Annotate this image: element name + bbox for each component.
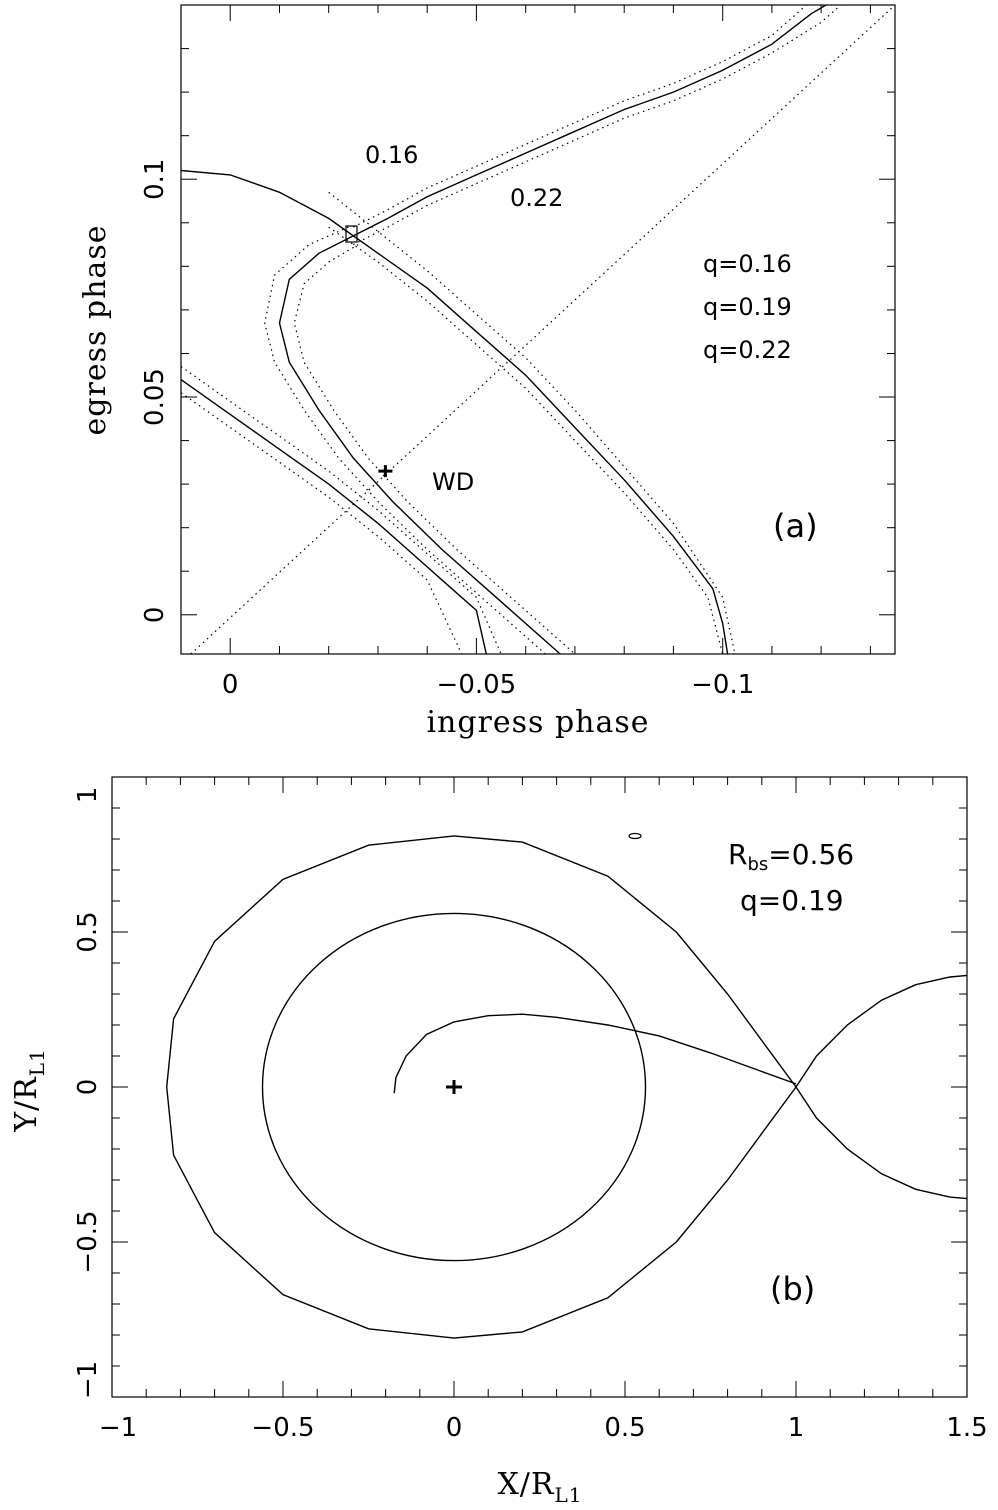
panel-b-x-tick-label: −1 <box>99 1413 137 1443</box>
q-legend-2: q=0.19 <box>703 293 792 321</box>
panel-a: 0.16 0.22 q=0.16 q=0.19 q=0.22 WD (a) 0 −… <box>78 4 896 740</box>
panel-a-x-tick-label: 0 <box>222 670 239 700</box>
intersection-box-marker <box>345 225 358 243</box>
wd-label: WD <box>432 468 474 496</box>
accretion-disc-circle <box>261 912 647 1262</box>
panel-b-primary-roche-lobe <box>165 835 797 1339</box>
panel-a-series-6 <box>293 244 576 655</box>
wd-marker <box>378 465 393 478</box>
panel-a-curves <box>180 4 896 655</box>
panel-a-y-tick-label: 0.1 <box>140 159 170 200</box>
panel-b-curves <box>165 835 968 1339</box>
q-label: q=0.19 <box>740 884 844 917</box>
panel-b-x-tick-labels: −1 −0.5 0 0.5 1 1.5 <box>99 1413 988 1443</box>
panel-a-series-12 <box>190 4 896 655</box>
q-legend-1: q=0.16 <box>703 250 792 278</box>
curve-label-016: 0.16 <box>365 141 418 169</box>
panel-b-y-tick-label: 0.5 <box>73 911 103 952</box>
panel-a-series-2 <box>328 226 724 655</box>
panel-a-x-tick-label: −0.1 <box>691 670 754 700</box>
panel-a-series-11 <box>180 392 463 655</box>
white-dwarf-marker <box>446 1080 462 1094</box>
panel-b-x-tick-label: 1.5 <box>946 1413 987 1443</box>
bright-spot-marker <box>628 832 642 840</box>
panel-a-series-10 <box>180 366 502 655</box>
panel-a-series-7 <box>353 4 807 228</box>
panel-a-series-9 <box>180 379 487 655</box>
panel-b-secondary-roche-lobe <box>795 974 968 1088</box>
panel-b-ticks <box>111 776 968 1398</box>
panel-b: Rbs=0.56 q=0.19 (b) −1 −0.5 0 0.5 1 1.5 −1 −0.… <box>9 776 988 1507</box>
curve-label-022: 0.22 <box>510 184 563 212</box>
q-legend-3: q=0.22 <box>703 336 792 364</box>
panel-a-frame <box>180 4 896 655</box>
panel-label-a: (a) <box>773 507 818 545</box>
panel-label-b: (b) <box>770 1270 815 1308</box>
panel-b-x-tick-label: −0.5 <box>251 1413 314 1443</box>
panel-a-series-1 <box>328 191 736 655</box>
panel-a-x-tick-label: −0.05 <box>437 670 517 700</box>
panel-b-x-tick-label: 1 <box>788 1413 805 1443</box>
panel-b-y-tick-label: −1 <box>73 1361 103 1399</box>
panel-b-x-tick-label: 0 <box>446 1413 463 1443</box>
panel-a-y-tick-label: 0.05 <box>140 368 170 426</box>
panel-b-x-axis-label: X/RL1 <box>497 1467 582 1507</box>
panel-a-series-0 <box>180 169 729 655</box>
rbs-label: Rbs=0.56 <box>728 838 854 875</box>
panel-a-y-axis-label: egress phase <box>78 225 113 436</box>
panel-b-y-tick-label: 1 <box>73 787 103 804</box>
panel-b-secondary-roche-lobe-lower <box>795 1086 968 1200</box>
panel-b-y-axis-label: Y/RL1 <box>9 1048 49 1133</box>
panel-b-gas-stream <box>393 1013 797 1094</box>
panel-b-x-tick-label: 0.5 <box>604 1413 645 1443</box>
panel-a-x-axis-label: ingress phase <box>426 705 649 740</box>
panel-a-series-8 <box>353 4 842 246</box>
panel-b-y-tick-label: 0 <box>73 1079 103 1096</box>
panel-a-y-tick-label: 0 <box>140 607 170 624</box>
panel-a-y-tick-labels: 0 0.05 0.1 <box>140 159 170 624</box>
panel-a-series-3 <box>278 235 561 655</box>
panel-a-series-4 <box>352 4 827 237</box>
panel-b-y-tick-labels: −1 −0.5 0 0.5 1 <box>73 787 103 1399</box>
panel-b-y-tick-label: −0.5 <box>73 1210 103 1273</box>
panel-a-ticks <box>181 5 895 654</box>
panel-a-x-tick-labels: 0 −0.05 −0.1 <box>222 670 754 700</box>
